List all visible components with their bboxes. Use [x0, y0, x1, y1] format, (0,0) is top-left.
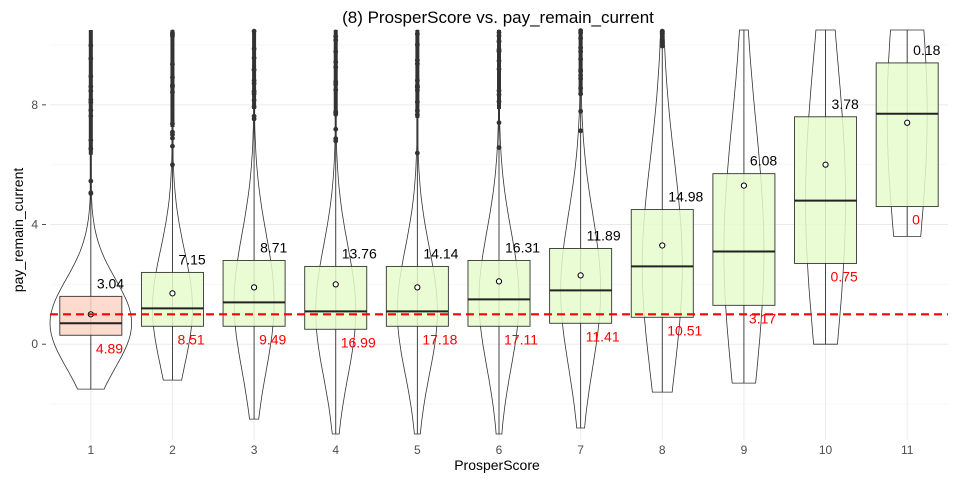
- mean-marker: [414, 284, 421, 291]
- x-tick-label: 11: [901, 443, 914, 457]
- upper-label: 13.76: [342, 245, 377, 261]
- x-tick-label: 10: [819, 443, 833, 457]
- outlier-point: [251, 116, 257, 122]
- mean-marker: [332, 281, 339, 288]
- upper-label: 14.98: [668, 189, 703, 205]
- lower-label: 3.17: [749, 310, 776, 326]
- outlier-point: [496, 145, 502, 150]
- lower-label: 17.18: [422, 331, 457, 347]
- mean-marker: [495, 278, 503, 285]
- lower-label: 0.75: [831, 268, 858, 284]
- outlier-point: [496, 120, 502, 126]
- mean-marker: [904, 119, 911, 126]
- x-tick-label: 9: [741, 443, 748, 457]
- upper-label: 8.71: [260, 239, 287, 255]
- lower-label: 10.51: [667, 322, 702, 338]
- boxes: [59, 62, 939, 336]
- y-tick-label: 4: [31, 218, 38, 232]
- outlier-point: [578, 108, 584, 114]
- box: [549, 248, 613, 324]
- lower-label: 11.41: [586, 328, 620, 344]
- mean-marker: [659, 242, 666, 249]
- y-axis-title: pay_remain_current: [10, 168, 26, 293]
- upper-label: 3.78: [832, 96, 859, 112]
- upper-label: 3.04: [97, 275, 124, 291]
- outlier-point: [578, 128, 584, 134]
- box: [875, 62, 939, 208]
- outlier-point: [414, 150, 420, 156]
- mean-marker: [577, 272, 584, 279]
- x-tick-label: 1: [87, 443, 94, 457]
- mean-marker: [250, 284, 258, 291]
- outlier-point: [88, 178, 94, 184]
- outlier-point: [659, 43, 665, 49]
- x-tick-label: 5: [414, 443, 421, 457]
- x-tick-label: 7: [577, 443, 584, 457]
- value-labels: 3.04 4.89 7.15 8.51 8.71 9.49 13.76 16.99 14.14 1…: [96, 42, 941, 356]
- mean-marker: [822, 161, 829, 168]
- mean-marker: [740, 182, 748, 189]
- upper-label: 16.31: [505, 239, 540, 255]
- box: [712, 173, 776, 306]
- lower-label: 4.89: [96, 340, 123, 356]
- lower-label: 0: [912, 212, 920, 228]
- outlier-point: [170, 129, 175, 135]
- upper-label: 14.14: [423, 245, 458, 261]
- upper-label: 7.15: [178, 251, 205, 267]
- outlier-point: [333, 126, 339, 132]
- box: [222, 259, 286, 327]
- box: [630, 209, 694, 318]
- x-tick-label: 3: [251, 443, 258, 457]
- outlier-point: [170, 135, 175, 141]
- upper-label: 11.89: [587, 227, 621, 243]
- y-tick-label: 0: [31, 337, 38, 351]
- y-axis-ticks: 0 4 8: [31, 98, 46, 351]
- lower-label: 17.11: [504, 331, 538, 347]
- lower-label: 16.99: [341, 334, 376, 350]
- box: [467, 259, 531, 327]
- outliers: [88, 28, 665, 196]
- mean-marker: [169, 290, 176, 297]
- y-tick-label: 8: [31, 98, 38, 112]
- x-tick-label: 8: [659, 443, 666, 457]
- x-axis-ticks: 1 2 3 4 5 6 7 8 9 10 11: [87, 443, 913, 457]
- x-tick-label: 4: [332, 443, 339, 457]
- upper-label: 0.18: [913, 42, 940, 58]
- box: [140, 271, 204, 327]
- box: [385, 265, 449, 327]
- x-tick-label: 6: [496, 443, 503, 457]
- box: [794, 116, 858, 264]
- upper-label: 6.08: [750, 153, 777, 169]
- x-tick-label: 2: [169, 443, 176, 457]
- outlier-point: [170, 143, 175, 149]
- outlier-point: [88, 191, 94, 196]
- x-axis-title: ProsperScore: [454, 457, 540, 473]
- outlier-point: [170, 162, 175, 168]
- lower-label: 9.49: [259, 331, 286, 347]
- lower-label: 8.51: [177, 331, 204, 347]
- outlier-point: [333, 136, 339, 141]
- chart-title: (8) ProsperScore vs. pay_remain_current: [342, 8, 654, 27]
- box: [304, 265, 368, 330]
